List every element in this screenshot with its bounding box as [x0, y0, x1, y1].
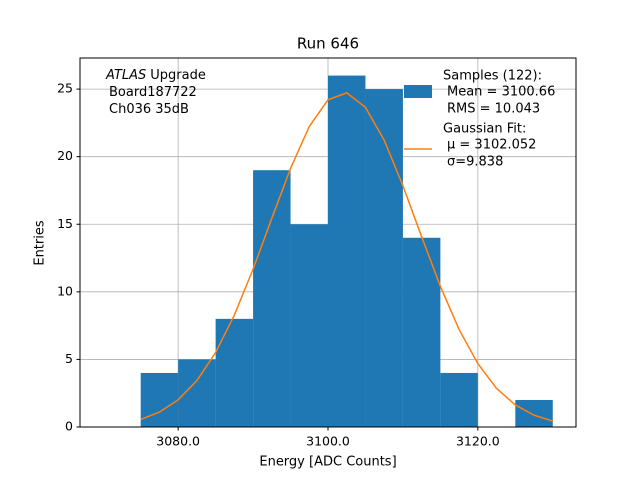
chart-title: Run 646: [297, 35, 359, 53]
annotation-italic: ATLAS: [105, 68, 146, 83]
bar: [515, 399, 553, 427]
y-tick-label: 0: [65, 419, 73, 434]
x-tick-label: 3120.0: [456, 434, 500, 449]
annotation: ATLAS Upgrade: [105, 68, 206, 83]
legend-swatch: [404, 85, 432, 98]
y-axis-label: Entries: [33, 220, 48, 266]
x-tick-label: 3100.0: [306, 434, 350, 449]
bar: [365, 89, 403, 427]
annotation: Ch036 35dB: [109, 102, 189, 117]
bar: [140, 372, 179, 427]
legend-label: σ=9.838: [447, 155, 503, 170]
y-tick-label: 5: [65, 351, 73, 366]
fit-line: [140, 92, 553, 422]
bar: [290, 224, 328, 427]
bar: [402, 237, 441, 427]
annotation: Board187722: [109, 85, 197, 100]
annotation-text: Ch036 35dB: [109, 102, 189, 117]
legend-label: μ = 3102.052: [447, 138, 536, 153]
y-tick-label: 25: [57, 81, 73, 96]
annotation-text: Upgrade: [150, 68, 206, 83]
annotation-text: Board187722: [109, 85, 197, 100]
bar: [440, 372, 478, 427]
y-tick-label: 15: [57, 216, 73, 231]
x-axis-label: Energy [ADC Counts]: [259, 455, 396, 470]
plot-frame: [79, 57, 577, 428]
legend-label: RMS = 10.043: [447, 102, 540, 117]
legend-label: Gaussian Fit:: [443, 122, 526, 137]
bar: [215, 318, 254, 427]
bar: [253, 170, 291, 427]
legend-label: Mean = 3100.66: [447, 85, 555, 100]
legend-label: Samples (122):: [443, 69, 542, 84]
bar: [328, 75, 366, 428]
x-tick-label: 3080.0: [156, 434, 200, 449]
y-tick-label: 20: [57, 148, 73, 163]
y-tick-label: 10: [57, 283, 73, 298]
